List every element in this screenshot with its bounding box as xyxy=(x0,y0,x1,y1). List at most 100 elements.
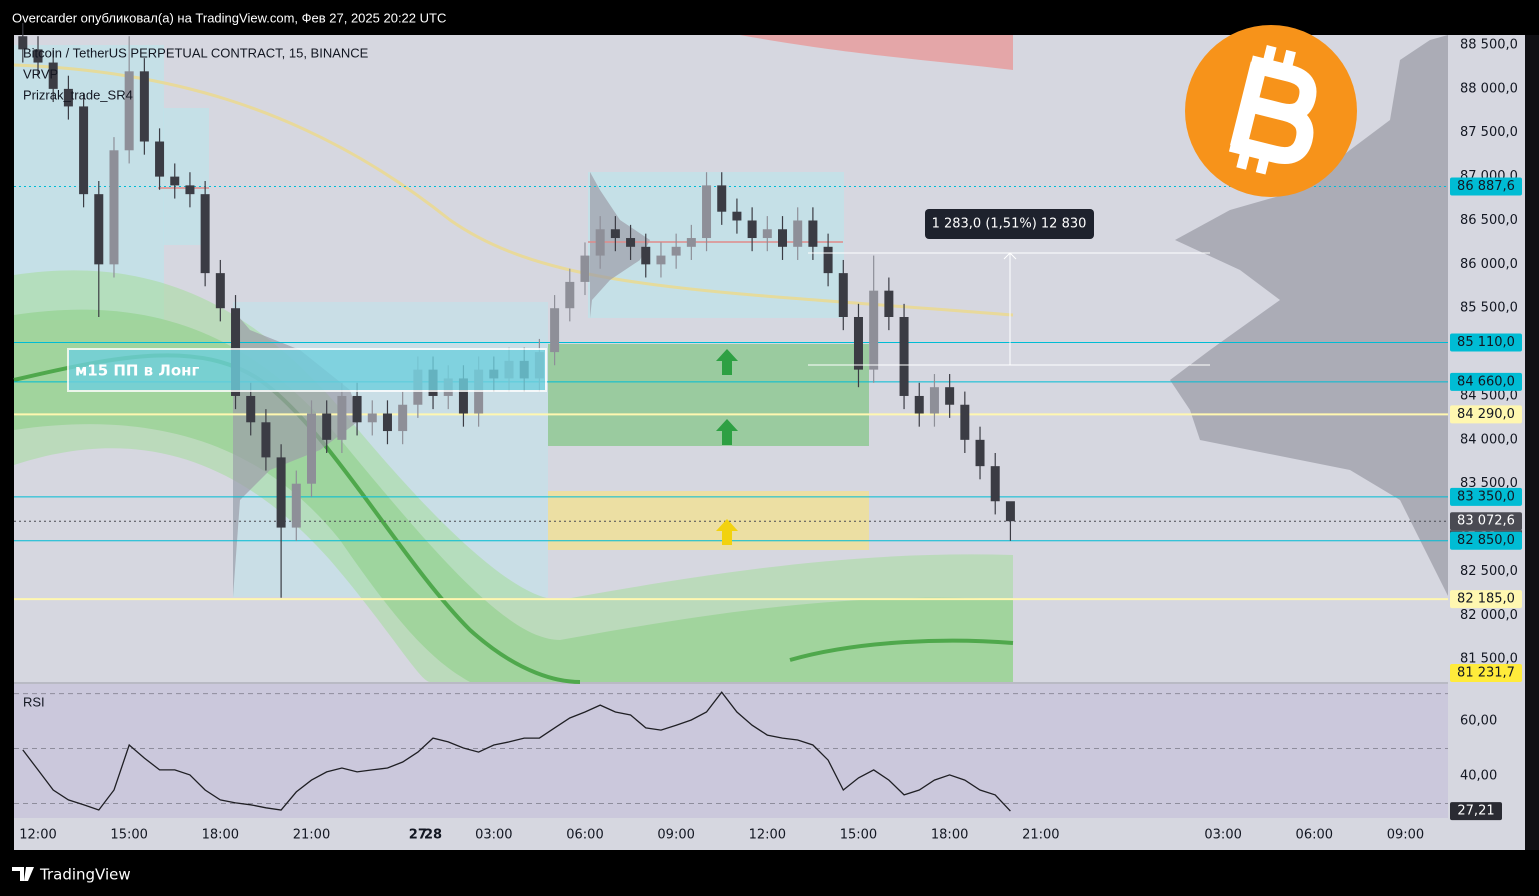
candle-body xyxy=(945,387,955,405)
volume-profile xyxy=(1170,35,1448,596)
candle-body xyxy=(337,395,347,440)
long-zone xyxy=(548,344,869,446)
x-tick-label: 18:00 xyxy=(931,828,968,843)
x-tick-label: 15:00 xyxy=(840,828,877,843)
price-badge-label: 82 185,0 xyxy=(1457,592,1515,607)
zone-red xyxy=(740,35,1013,70)
candle-body xyxy=(261,422,271,458)
indicator-name: VRVP xyxy=(23,66,58,81)
arrow-up xyxy=(716,349,738,375)
candle-body xyxy=(656,255,666,265)
price-badge xyxy=(1450,177,1522,196)
candle-body xyxy=(641,246,651,265)
arrow-up xyxy=(716,419,738,445)
y-tick-label: 86 000,0 xyxy=(1460,257,1518,272)
x-tick-label: 09:00 xyxy=(1387,828,1424,843)
x-tick-label: 15:00 xyxy=(110,828,147,843)
indicator-name: Prizrak_trade_SR4 xyxy=(23,87,133,102)
candle-body xyxy=(550,308,560,353)
x-tick-label: 06:00 xyxy=(566,828,603,843)
candle-body xyxy=(626,238,636,247)
candle-body xyxy=(291,483,301,528)
measure-arrow xyxy=(1003,252,1017,260)
candle-body xyxy=(823,246,833,274)
annotation-text: м15 ПП в Лонг xyxy=(75,362,200,380)
y-tick-label: 82 000,0 xyxy=(1460,608,1518,623)
chart-marks xyxy=(14,23,1448,812)
rsi-badge xyxy=(1450,802,1502,821)
candle-body xyxy=(838,273,848,317)
candle-body xyxy=(185,185,195,195)
x-tick-label: 12:00 xyxy=(749,828,786,843)
price-badge xyxy=(1450,512,1522,531)
candle-body xyxy=(808,220,818,247)
price-badge xyxy=(1450,590,1522,609)
candle-body xyxy=(975,439,985,467)
candle-body xyxy=(170,176,180,186)
candle-body xyxy=(215,273,225,309)
candle-body xyxy=(79,106,89,195)
candle-body xyxy=(565,281,575,309)
measure-tooltip xyxy=(925,209,1094,239)
price-badge xyxy=(1450,333,1522,352)
candle-body xyxy=(33,49,43,63)
price-badge-label: 81 231,7 xyxy=(1457,666,1515,681)
y-tick-label: 40,00 xyxy=(1460,768,1497,783)
candle-body xyxy=(960,404,970,440)
brand: TradingView xyxy=(39,866,131,884)
candle-body xyxy=(929,387,939,414)
x-tick-label: 09:00 xyxy=(657,828,694,843)
candle-body xyxy=(702,185,712,239)
price-badge xyxy=(1450,531,1522,550)
y-tick-label: 82 500,0 xyxy=(1460,564,1518,579)
rsi-line xyxy=(22,691,1011,812)
candle-body xyxy=(869,290,879,370)
y-tick-label: 60,00 xyxy=(1460,714,1497,729)
candle-body xyxy=(914,395,924,414)
x-tick-label: 12:00 xyxy=(19,828,56,843)
price-badge xyxy=(1450,487,1522,506)
candle-body xyxy=(610,229,620,239)
candle-body xyxy=(732,211,742,221)
bitcoin-symbol xyxy=(1228,45,1317,175)
candle-body xyxy=(18,36,28,50)
candle-body xyxy=(747,220,757,239)
price-badge-label: 84 660,0 xyxy=(1457,374,1515,389)
candle-body xyxy=(595,229,605,256)
candle-body xyxy=(458,378,468,414)
overlays: м15 ПП в Лонг 1 283,0 (1,51%) 12 830 Bit… xyxy=(23,25,1357,709)
candle-body xyxy=(1005,501,1015,522)
moving-average xyxy=(13,63,1014,317)
price-badge xyxy=(1450,405,1522,424)
y-tick-label: 81 500,0 xyxy=(1460,652,1518,667)
brand-logo xyxy=(12,867,34,881)
price-badge-label: 85 110,0 xyxy=(1457,335,1515,350)
candle-body xyxy=(686,238,696,247)
frame-edge xyxy=(1525,35,1539,850)
candle-body xyxy=(200,194,210,274)
y-tick-label: 88 000,0 xyxy=(1460,81,1518,96)
x-tick-label: 03:00 xyxy=(1204,828,1241,843)
price-badge-label: 83 350,0 xyxy=(1457,489,1515,504)
publisher: Overcarder опубликовал(а) на TradingView… xyxy=(12,10,446,25)
candle-body xyxy=(899,316,909,396)
y-tick-label: 84 000,0 xyxy=(1460,432,1518,447)
x-tick-label: 06:00 xyxy=(1296,828,1333,843)
candle-body xyxy=(884,290,894,317)
price-badge-label: 82 850,0 xyxy=(1457,533,1515,548)
candle-body xyxy=(139,71,149,142)
candle-body xyxy=(762,229,772,239)
axis-labels: 12:00 15:00 18:00 21:00 27 03:00 06:00 09:00 12:… xyxy=(19,38,1522,843)
candle-body xyxy=(48,62,58,89)
candle-body xyxy=(306,413,316,484)
rsi-title: RSI xyxy=(23,694,45,709)
candle-body xyxy=(352,395,362,423)
candle-body xyxy=(778,229,788,247)
candle-body xyxy=(367,413,377,423)
rsi-pane xyxy=(14,684,1448,818)
candle-body xyxy=(793,220,803,247)
y-tick-label: 86 500,0 xyxy=(1460,213,1518,228)
price-badge-label: 84 290,0 xyxy=(1457,407,1515,422)
support-zone xyxy=(548,491,869,550)
